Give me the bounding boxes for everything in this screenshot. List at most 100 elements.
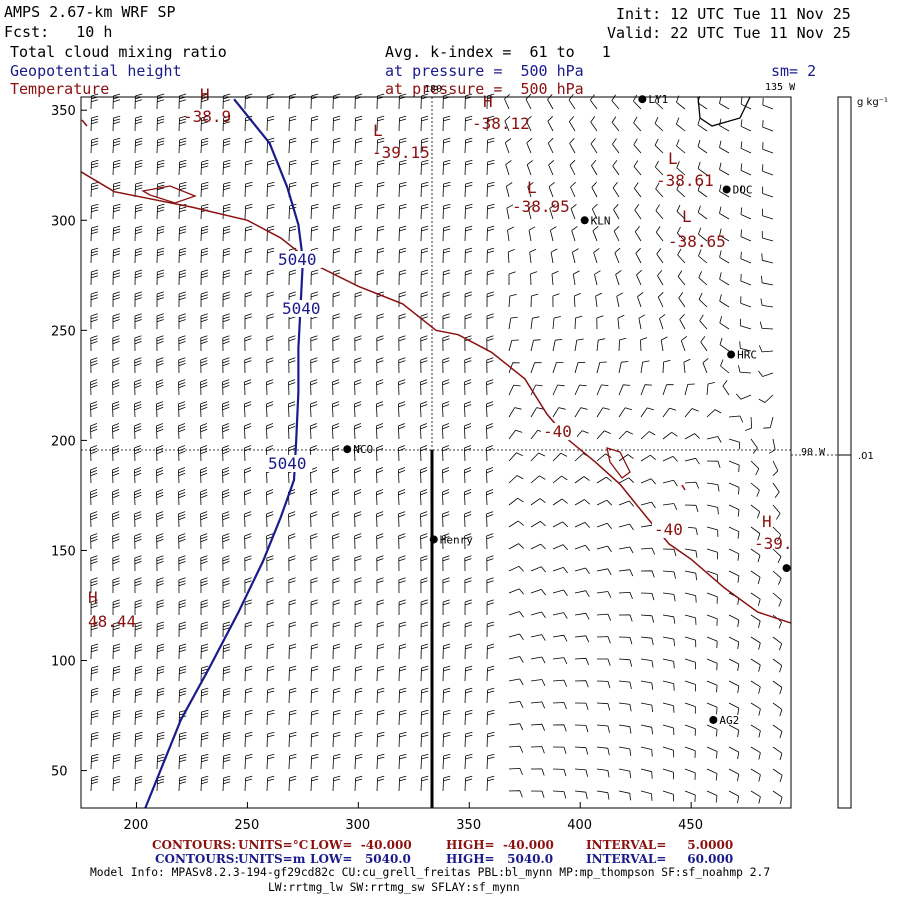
wind-barb: [156, 335, 164, 352]
wind-barb: [464, 401, 472, 418]
wind-barb: [758, 345, 774, 353]
wind-barb: [310, 159, 319, 176]
wind-barb: [420, 357, 428, 374]
wind-barb: [178, 335, 186, 352]
wind-barb: [288, 423, 296, 440]
wind-barb: [442, 643, 451, 660]
wind-barb: [310, 577, 318, 594]
temperature-contour-label: -40: [654, 520, 683, 539]
wind-barb: [772, 570, 782, 585]
wind-barb: [156, 511, 164, 528]
wind-barb: [200, 291, 208, 308]
wind-barb: [90, 401, 98, 418]
wind-barb: [112, 467, 120, 484]
wind-barb: [442, 137, 451, 154]
wind-barb: [266, 599, 274, 616]
wind-barb: [310, 621, 319, 638]
wind-barb: [156, 203, 165, 220]
wind-barb: [222, 401, 230, 418]
wind-barb: [266, 423, 274, 440]
wind-barb: [200, 753, 209, 770]
wind-barb: [530, 384, 543, 396]
wind-barb: [552, 567, 568, 574]
wind-barb: [684, 658, 696, 670]
wind-barb: [574, 407, 588, 418]
wind-barb: [486, 247, 495, 264]
wind-barb: [178, 423, 186, 440]
wind-barb: [354, 313, 362, 329]
wind-barb: [618, 680, 632, 689]
wind-barb: [222, 335, 230, 352]
wind-barb: [676, 139, 686, 154]
wind-barb: [112, 357, 120, 374]
wind-barb: [310, 357, 318, 374]
station-marker: [580, 216, 589, 225]
wind-barb: [486, 313, 494, 329]
wind-barb: [616, 292, 623, 308]
wind-barb: [464, 269, 473, 286]
wind-barb: [244, 159, 253, 176]
wind-barb: [178, 599, 186, 616]
wind-barb: [376, 467, 384, 484]
wind-barb: [112, 203, 121, 220]
wind-barb: [574, 522, 590, 528]
wind-barb: [90, 203, 99, 220]
wind-barb: [464, 291, 472, 308]
wind-barb: [244, 775, 253, 792]
wind-barb: [552, 384, 565, 396]
wind-barb: [134, 247, 143, 264]
wind-barb: [398, 731, 407, 748]
wind-barb: [706, 746, 718, 759]
wind-barb: [618, 614, 633, 622]
wind-barb: [156, 687, 165, 704]
wind-barb: [569, 138, 576, 154]
wind-barb: [288, 357, 296, 374]
wind-barb: [676, 183, 686, 198]
wind-barb: [200, 247, 209, 264]
wind-barb: [550, 248, 558, 264]
wind-barb: [420, 467, 428, 484]
wind-barb: [759, 321, 774, 330]
wind-barb: [376, 533, 384, 550]
wind-barb: [618, 636, 633, 645]
wind-barb: [376, 599, 384, 616]
wind-barb: [569, 160, 576, 176]
wind-barb: [508, 745, 524, 753]
wind-barb: [354, 489, 362, 506]
wind-barb: [530, 790, 545, 798]
wind-barb: [530, 679, 546, 686]
wind-barb: [112, 159, 121, 176]
colorbar-tick-label: .01: [858, 451, 874, 462]
wind-barb: [772, 724, 783, 739]
wind-barb: [376, 379, 384, 396]
wind-barb: [354, 159, 363, 176]
wind-barb: [706, 614, 718, 626]
wind-barb: [310, 709, 319, 726]
wind-barb: [728, 702, 740, 716]
wind-barb: [654, 117, 664, 132]
wind-barb: [266, 555, 274, 572]
wind-barb: [134, 225, 143, 242]
wind-barb: [112, 511, 120, 528]
wind-barb: [266, 335, 274, 352]
wind-barb: [706, 636, 718, 649]
wind-barb: [486, 753, 495, 770]
wind-barb: [266, 269, 275, 286]
wind-barb: [464, 731, 473, 748]
wind-barb: [508, 452, 523, 462]
wind-barb: [508, 384, 521, 396]
wind-barb: [112, 577, 120, 594]
wind-barb: [763, 416, 774, 429]
wind-barb: [156, 379, 164, 396]
lon-label-180: 180: [424, 84, 442, 95]
wind-barb: [719, 316, 730, 330]
wind-barb: [530, 452, 546, 462]
wind-barb: [90, 357, 98, 374]
wind-barb: [134, 423, 142, 440]
wind-barb: [508, 588, 525, 595]
wind-barb: [464, 115, 473, 132]
wind-barb: [332, 225, 341, 242]
wind-barb: [486, 423, 494, 440]
wind-barb: [178, 269, 187, 286]
wind-barb: [90, 555, 98, 572]
